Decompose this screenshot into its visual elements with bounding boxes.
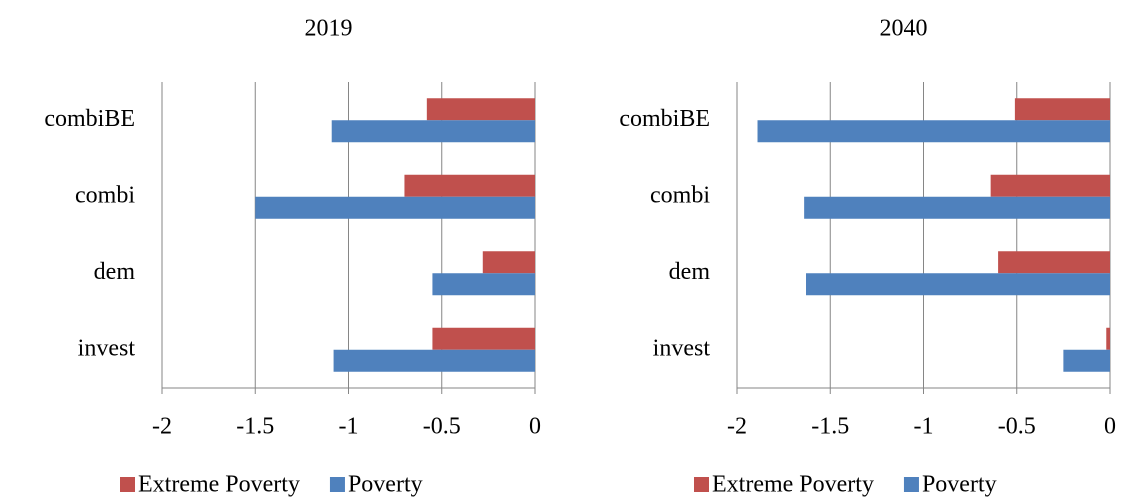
x-tick-label: -1 <box>914 414 934 440</box>
bar <box>404 174 535 197</box>
x-tick-label: -2 <box>152 414 172 440</box>
bar <box>990 174 1110 197</box>
bar <box>806 273 1110 296</box>
bar <box>426 98 535 121</box>
legend-swatch <box>120 477 135 492</box>
x-tick-label: -1.5 <box>236 414 274 440</box>
bar <box>998 251 1110 274</box>
x-tick-label: -1 <box>339 414 359 440</box>
x-tick-label: 0 <box>1104 414 1116 440</box>
legend-label: Poverty <box>922 472 997 498</box>
bar <box>1014 98 1110 121</box>
x-tick-label: -1.5 <box>811 414 849 440</box>
y-tick-label: combiBE <box>44 106 135 132</box>
y-tick-label: combi <box>75 182 135 208</box>
legend-swatch <box>329 477 345 492</box>
y-tick-label: combi <box>650 182 710 208</box>
bar <box>1063 349 1110 372</box>
x-tick-label: 0 <box>529 414 541 440</box>
bar <box>757 120 1110 143</box>
bar <box>255 196 535 219</box>
x-tick-label: -2 <box>727 414 747 440</box>
chart-title: 2019 <box>305 16 353 42</box>
y-tick-label: combiBE <box>619 106 710 132</box>
x-tick-label: -0.5 <box>423 414 461 440</box>
bar <box>482 251 535 274</box>
y-tick-label: dem <box>94 259 136 285</box>
y-tick-label: invest <box>653 335 711 361</box>
legend-swatch <box>903 477 919 492</box>
y-tick-label: invest <box>78 335 136 361</box>
bar <box>331 120 535 143</box>
bar <box>333 349 535 372</box>
bar <box>432 273 535 296</box>
bar <box>804 196 1110 219</box>
x-tick-label: -0.5 <box>998 414 1036 440</box>
legend-swatch <box>694 477 709 492</box>
bar <box>432 327 535 350</box>
legend-label: Extreme Poverty <box>712 472 874 498</box>
legend-label: Poverty <box>348 472 423 498</box>
legend-label: Extreme Poverty <box>138 472 300 498</box>
y-tick-label: dem <box>669 259 711 285</box>
chart-title: 2040 <box>880 16 928 42</box>
bar <box>1106 327 1110 350</box>
